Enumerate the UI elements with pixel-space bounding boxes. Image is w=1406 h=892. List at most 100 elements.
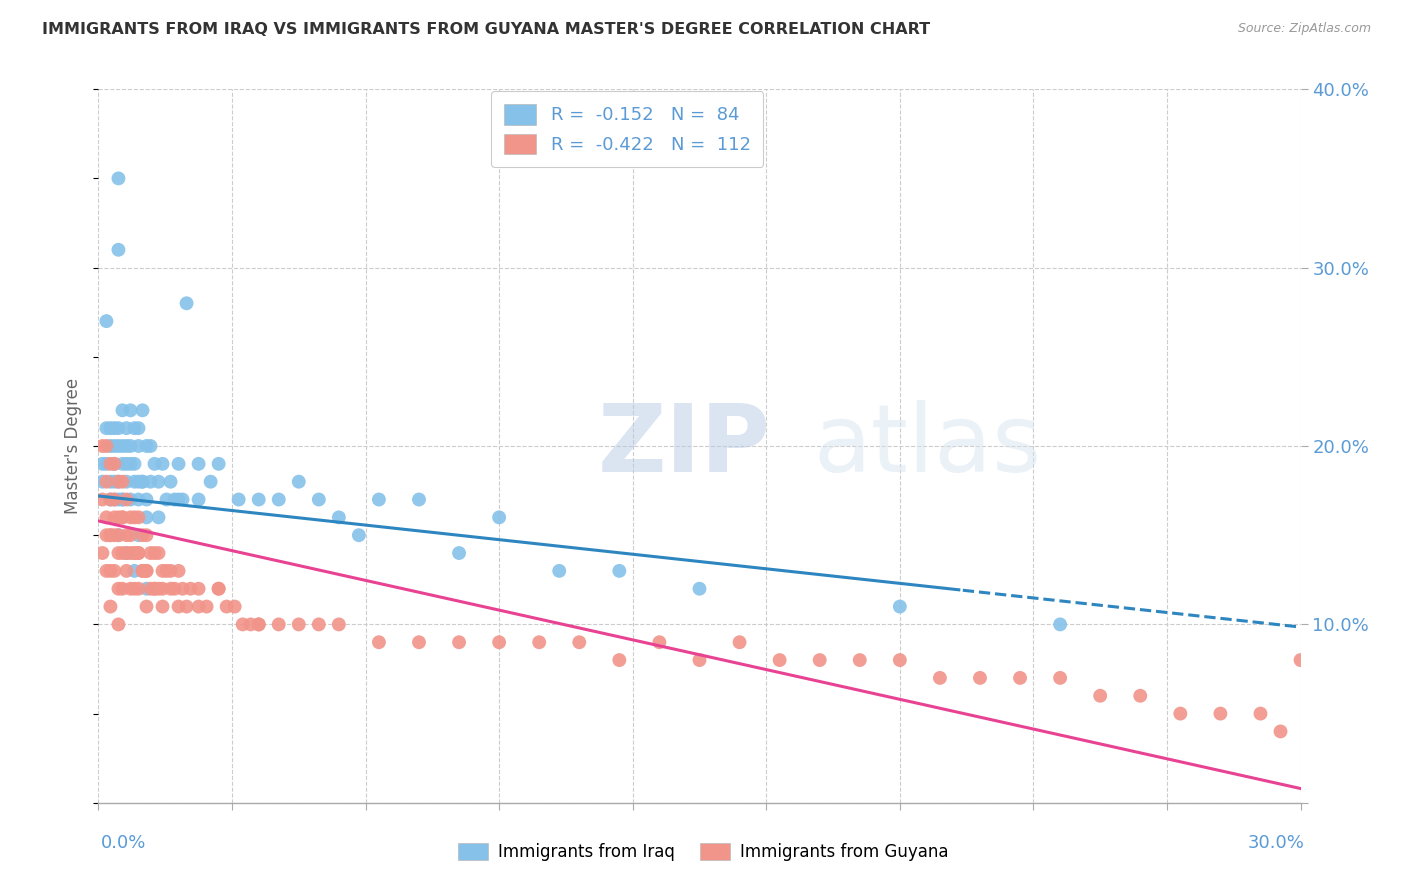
Point: [96, 564, 118, 578]
Point: [111, 510, 134, 524]
Point: [548, 564, 571, 578]
Point: [128, 492, 150, 507]
Point: [408, 492, 430, 507]
Point: [124, 582, 146, 596]
Point: [120, 528, 142, 542]
Point: [200, 475, 222, 489]
Point: [529, 635, 551, 649]
Point: [139, 582, 162, 596]
Point: [368, 635, 391, 649]
Point: [107, 492, 129, 507]
Point: [100, 599, 122, 614]
Text: atlas: atlas: [814, 400, 1042, 492]
Point: [568, 635, 591, 649]
Point: [232, 617, 254, 632]
Point: [111, 439, 134, 453]
Point: [347, 528, 370, 542]
Text: ZIP: ZIP: [598, 400, 770, 492]
Point: [224, 599, 246, 614]
Point: [103, 475, 125, 489]
Point: [769, 653, 792, 667]
Point: [176, 296, 198, 310]
Point: [124, 564, 146, 578]
Point: [96, 457, 118, 471]
Point: [180, 582, 202, 596]
Point: [135, 564, 157, 578]
Point: [152, 599, 174, 614]
Point: [143, 582, 166, 596]
Point: [100, 421, 122, 435]
Point: [648, 635, 671, 649]
Point: [143, 457, 166, 471]
Point: [111, 492, 134, 507]
Point: [167, 599, 190, 614]
Point: [267, 617, 290, 632]
Point: [103, 439, 125, 453]
Point: [328, 510, 350, 524]
Point: [247, 617, 270, 632]
Point: [152, 564, 174, 578]
Point: [172, 582, 194, 596]
Point: [889, 653, 911, 667]
Point: [167, 492, 190, 507]
Point: [131, 564, 153, 578]
Point: [131, 403, 153, 417]
Point: [1129, 689, 1152, 703]
Point: [107, 617, 129, 632]
Point: [609, 564, 631, 578]
Point: [1289, 653, 1312, 667]
Point: [107, 171, 129, 186]
Point: [128, 510, 150, 524]
Point: [115, 564, 138, 578]
Point: [288, 617, 311, 632]
Point: [111, 510, 134, 524]
Point: [91, 475, 114, 489]
Point: [100, 528, 122, 542]
Point: [111, 492, 134, 507]
Point: [139, 546, 162, 560]
Point: [96, 475, 118, 489]
Point: [247, 617, 270, 632]
Point: [120, 582, 142, 596]
Point: [1270, 724, 1292, 739]
Point: [155, 492, 177, 507]
Point: [187, 492, 209, 507]
Point: [1250, 706, 1272, 721]
Point: [107, 421, 129, 435]
Text: 30.0%: 30.0%: [1249, 834, 1305, 852]
Point: [115, 475, 138, 489]
Point: [107, 243, 129, 257]
Point: [172, 492, 194, 507]
Text: IMMIGRANTS FROM IRAQ VS IMMIGRANTS FROM GUYANA MASTER'S DEGREE CORRELATION CHART: IMMIGRANTS FROM IRAQ VS IMMIGRANTS FROM …: [42, 22, 931, 37]
Point: [100, 492, 122, 507]
Point: [128, 528, 150, 542]
Point: [115, 457, 138, 471]
Point: [96, 421, 118, 435]
Point: [488, 510, 510, 524]
Point: [100, 564, 122, 578]
Point: [128, 546, 150, 560]
Point: [849, 653, 872, 667]
Point: [91, 439, 114, 453]
Point: [128, 475, 150, 489]
Point: [159, 564, 181, 578]
Point: [689, 653, 711, 667]
Point: [135, 528, 157, 542]
Point: [195, 599, 218, 614]
Point: [91, 457, 114, 471]
Y-axis label: Master's Degree: Master's Degree: [65, 378, 83, 514]
Point: [167, 564, 190, 578]
Point: [288, 475, 311, 489]
Point: [228, 492, 250, 507]
Point: [107, 475, 129, 489]
Point: [128, 421, 150, 435]
Point: [143, 582, 166, 596]
Point: [115, 546, 138, 560]
Point: [159, 475, 181, 489]
Point: [103, 492, 125, 507]
Point: [100, 528, 122, 542]
Point: [247, 492, 270, 507]
Point: [447, 635, 470, 649]
Point: [124, 421, 146, 435]
Point: [100, 457, 122, 471]
